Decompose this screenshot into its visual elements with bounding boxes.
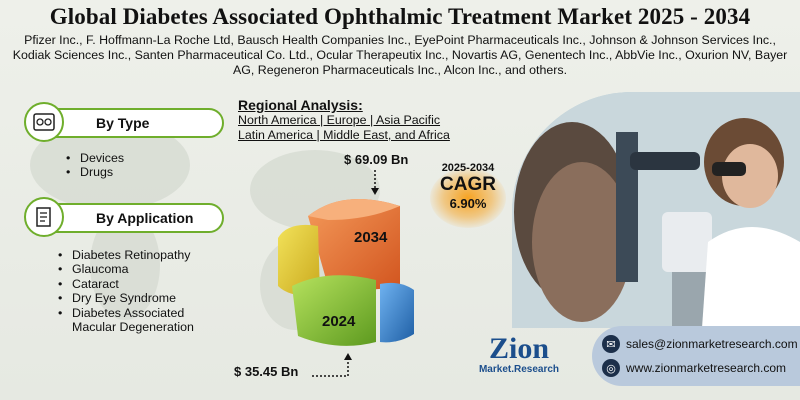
brand-logo: Zion Market.Research <box>474 332 564 376</box>
slice-yellow <box>278 224 320 297</box>
label-2024: 2024 <box>322 313 356 330</box>
cagr-box: 2025-2034 CAGR 6.90% <box>428 162 508 211</box>
cagr-highlight <box>430 168 506 228</box>
arrow-up-icon <box>312 353 352 377</box>
list-item: Glaucoma <box>56 262 194 277</box>
eye-chart-icon <box>24 102 64 142</box>
by-application-label: By Application <box>96 210 194 226</box>
page-title: Global Diabetes Associated Ophthalmic Tr… <box>49 4 751 29</box>
contact-website-row: ◎ www.zionmarketresearch.com <box>602 359 786 377</box>
list-item: Devices <box>64 151 124 166</box>
list-item-continuation: Macular Degeneration <box>72 320 194 335</box>
globe-icon: ◎ <box>602 359 620 377</box>
regional-line-2: Latin America | Middle East, and Africa <box>238 128 450 142</box>
regional-analysis: Regional Analysis: North America | Europ… <box>238 98 450 143</box>
label-2034: 2034 <box>354 229 388 246</box>
cagr-years: 2025-2034 <box>441 162 495 174</box>
eye-exam-photo <box>512 92 800 328</box>
brand-name: Zion <box>488 332 550 365</box>
contact-email-row: ✉ sales@zionmarketresearch.com <box>602 335 798 353</box>
eye-exam-illustration <box>512 92 800 328</box>
list-item: Diabetes Retinopathy <box>56 248 194 263</box>
header: Global Diabetes Associated Ophthalmic Tr… <box>0 0 800 78</box>
document-icon <box>24 197 64 237</box>
by-type-list: Devices Drugs <box>64 151 124 180</box>
company-list: Pfizer Inc., F. Hoffmann-La Roche Ltd, B… <box>12 33 788 77</box>
email-icon: ✉ <box>602 335 620 353</box>
list-item: Diabetes Associated <box>56 306 194 321</box>
contact-email[interactable]: sales@zionmarketresearch.com <box>626 337 798 351</box>
by-type-label: By Type <box>96 115 150 131</box>
value-2034: $ 69.09 Bn <box>344 152 409 167</box>
slice-2024 <box>292 275 376 346</box>
cagr-value: 6.90% <box>449 196 487 211</box>
slice-2034 <box>308 198 400 290</box>
contact-panel: ✉ sales@zionmarketresearch.com ◎ www.zio… <box>592 326 800 386</box>
value-2024: $ 35.45 Bn <box>234 364 299 379</box>
slice-blue <box>380 282 414 343</box>
list-item: Cataract <box>56 277 194 292</box>
brand-sub: Market.Research <box>478 364 560 375</box>
regional-heading: Regional Analysis: <box>238 97 363 113</box>
cagr-label: CAGR <box>440 174 496 195</box>
contact-website[interactable]: www.zionmarketresearch.com <box>626 361 787 375</box>
slice-2034-top <box>308 198 400 220</box>
arrow-down-icon <box>371 170 379 195</box>
market-pie-graphic: 2034 2024 <box>278 198 414 346</box>
by-application-list: Diabetes Retinopathy Glaucoma Cataract D… <box>56 248 194 334</box>
regional-line-1: North America | Europe | Asia Pacific <box>238 113 441 127</box>
list-item: Drugs <box>64 165 124 180</box>
list-item: Dry Eye Syndrome <box>56 291 194 306</box>
